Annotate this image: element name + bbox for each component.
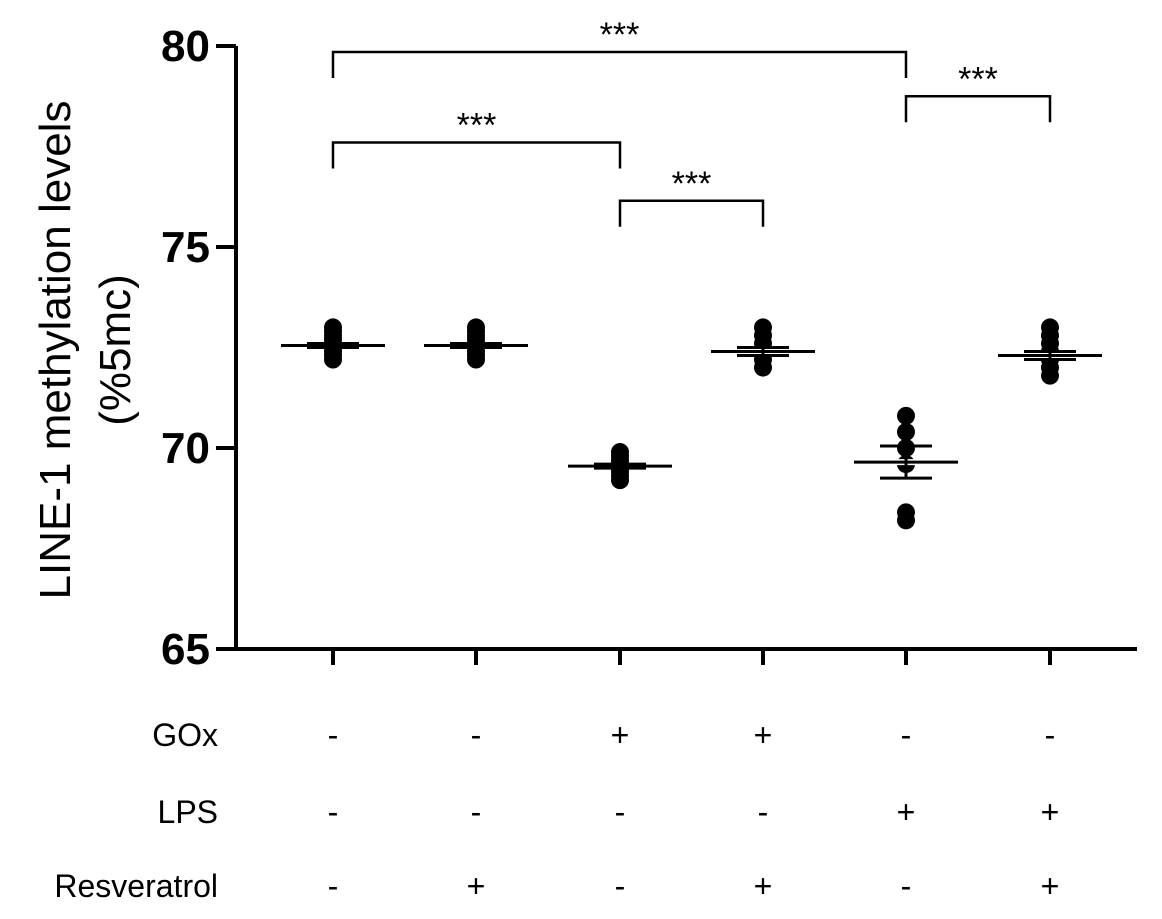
y-tick-label-80: 80 [161,22,210,71]
data-point-g5-5 [897,422,915,441]
condition-mark-3-5: - [901,868,912,904]
mean-sem-bars [281,341,1102,480]
significance-bracket-1 [331,50,908,79]
data-point-g5-6 [897,406,915,425]
condition-mark-1-3: + [611,717,630,753]
y-axis-label-line2: (%5mc) [91,274,140,426]
y-tick-label-75: 75 [161,223,210,272]
data-point-g4-6 [754,318,772,337]
condition-mark-1-1: - [328,717,339,753]
data-point-g5-2 [897,503,915,522]
condition-mark-2-5: + [897,794,916,830]
significance-bracket-3 [618,199,765,227]
y-tick-label-65: 65 [161,625,210,674]
condition-mark-3-2: + [467,868,486,904]
condition-label-2: LPS [158,794,218,830]
condition-mark-2-2: - [471,794,482,830]
condition-mark-2-1: - [328,794,339,830]
significance-label-4: *** [958,60,998,98]
y-axis-label-line1: LINE-1 methylation levels [31,101,80,600]
axes: 65 70 75 80 [161,22,1137,674]
condition-mark-3-4: + [754,868,773,904]
condition-mark-3-3: - [615,868,626,904]
data-point-g2-9 [467,318,485,337]
significance-label-2: *** [457,106,497,144]
condition-mark-2-3: - [615,794,626,830]
significance-bracket-2 [331,141,622,169]
condition-mark-2-6: + [1041,794,1060,830]
condition-mark-1-2: - [471,717,482,753]
y-tick-label-70: 70 [161,424,210,473]
data-points [324,318,1059,530]
condition-mark-1-5: - [901,717,912,753]
data-point-g3-8 [611,443,629,462]
significance-label-3: *** [672,165,712,203]
condition-mark-2-4: - [758,794,769,830]
significance-bracket-4 [904,95,1052,123]
significance-brackets: *** *** *** *** [331,16,1052,227]
condition-mark-3-6: + [1041,868,1060,904]
y-axis-label: LINE-1 methylation levels (%5mc) [31,101,140,600]
condition-label-3: Resveratrol [54,868,218,904]
data-point-g1-9 [324,318,342,337]
condition-mark-1-4: + [754,717,773,753]
significance-label-1: *** [600,16,640,54]
condition-table: GOx - - + + - - LPS - - - - + + Resveratrol - + - + - + [54,717,1059,904]
condition-mark-1-6: - [1045,717,1056,753]
condition-label-1: GOx [152,717,218,753]
condition-mark-3-1: - [328,868,339,904]
data-point-g6-7 [1041,318,1059,337]
